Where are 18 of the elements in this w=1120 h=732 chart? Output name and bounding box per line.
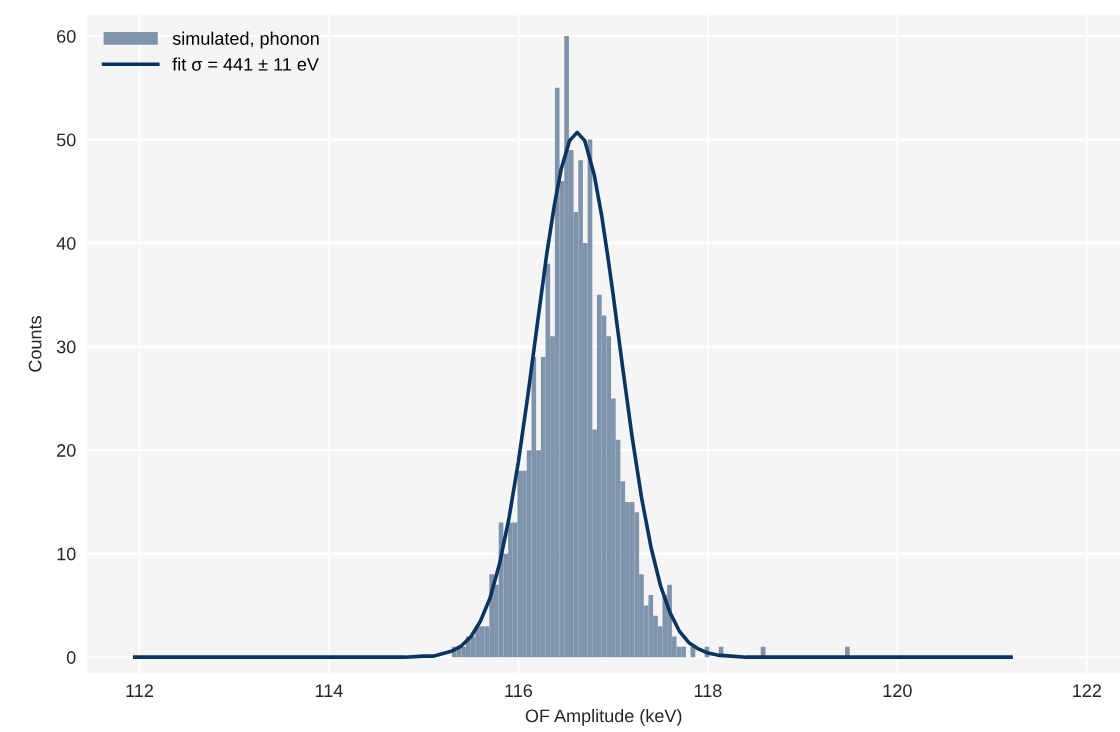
y-tick-label: 50	[56, 133, 76, 147]
line-series	[132, 130, 1013, 659]
x-tick-label: 118	[694, 684, 722, 698]
y-tick-label: 60	[57, 30, 76, 43]
y-tick-label: 0	[66, 651, 76, 664]
x-tick-label: 122	[1073, 684, 1101, 697]
y-axis-title: Counts	[28, 316, 42, 372]
x-tick-label: 116	[505, 684, 533, 698]
legend-label: fit σ = 441 ± 11 eV	[172, 57, 319, 71]
legend-label: simulated, phonon	[172, 31, 319, 49]
x-axis-title: OF Amplitude (keV)	[525, 708, 682, 726]
y-tick-label: 30	[56, 340, 76, 354]
y-tick-label: 40	[56, 237, 76, 250]
y-tick-label: 20	[57, 444, 76, 457]
x-tick-label: 112	[126, 684, 153, 697]
y-tick-label: 10	[57, 547, 76, 561]
x-tick-label: 114	[315, 684, 343, 697]
x-tick-label: 120	[883, 684, 912, 698]
